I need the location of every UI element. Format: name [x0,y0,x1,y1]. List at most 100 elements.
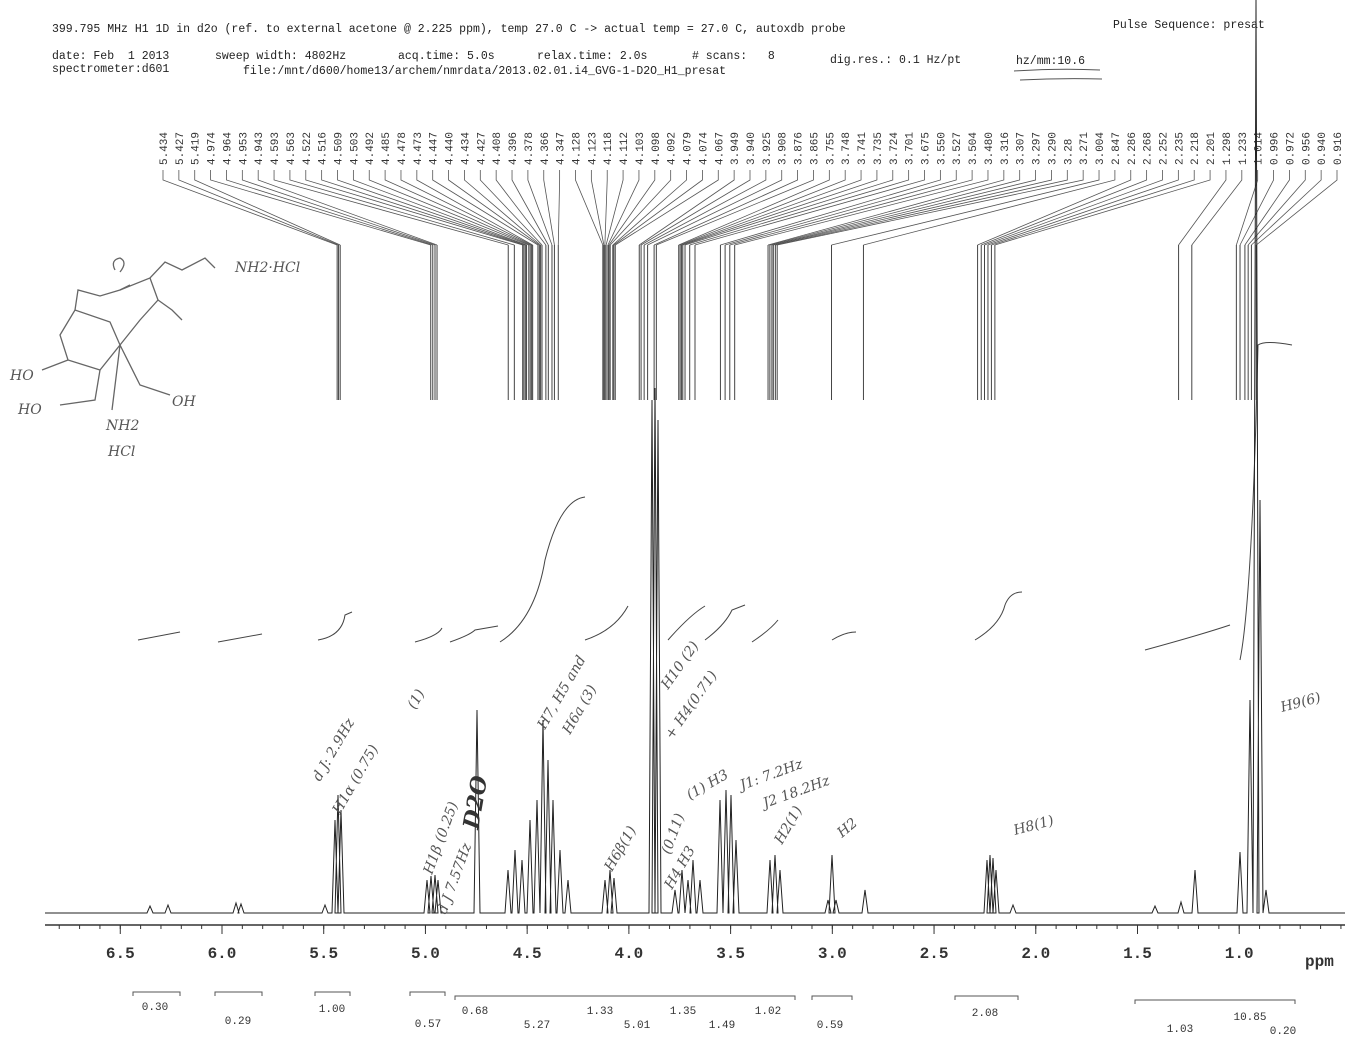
peak-label: 2.218 [1190,132,1202,165]
peak-label: 0.916 [1333,132,1345,165]
peak-label: 5.427 [175,132,187,165]
peak-label: 4.974 [207,132,219,165]
integral-label: 0.20 [1270,1026,1296,1038]
x-tick-label: 5.5 [309,945,338,963]
peak-label: 3.741 [857,132,869,165]
integral-label: 1.00 [319,1004,345,1016]
integral-label: 1.02 [755,1006,781,1018]
x-tick-label: 1.0 [1225,945,1254,963]
integral-label: 2.08 [972,1008,998,1020]
peak-label: 2.268 [1143,132,1155,165]
peak-label: 0.940 [1317,132,1329,165]
peak-label: 4.503 [349,132,361,165]
peak-label: 2.235 [1174,132,1186,165]
integral-label: 0.57 [415,1019,441,1031]
peak-label: 4.516 [318,132,330,165]
structure-label: HCl [107,444,135,460]
structure-label: HO [17,402,42,418]
header-line: 399.795 MHz H1 1D in d2o (ref. to extern… [52,23,846,36]
peak-label: 0.956 [1301,132,1313,165]
peak-label: 4.123 [587,132,599,165]
peak-label: 0.972 [1285,132,1297,165]
structure-label: NH2 [105,418,139,434]
peak-label: 3.755 [825,132,837,165]
spectrometer: spectrometer:d601 [52,63,169,76]
peak-label: 4.485 [381,132,393,165]
x-tick-label: 2.5 [920,945,949,963]
peak-label: 3.865 [809,132,821,165]
peak-label: 3.675 [921,132,933,165]
peak-label: 4.067 [714,132,726,165]
spectrum-page: 399.795 MHz H1 1D in d2o (ref. to extern… [0,0,1348,1038]
peak-label: 4.563 [286,132,298,165]
peak-label: 4.447 [429,132,441,165]
peak-label: 4.492 [365,132,377,165]
peak-label: 3.735 [873,132,885,165]
peak-label: 2.847 [1111,132,1123,165]
integral-label: 1.35 [670,1006,696,1018]
sweep-width: sweep width: 4802Hz [215,50,346,63]
peak-label: 3.701 [905,132,917,165]
peak-label: 3.925 [762,132,774,165]
peak-label: 4.396 [508,132,520,165]
peak-label: 3.876 [794,132,806,165]
x-tick-label: 3.0 [818,945,847,963]
file: file:/mnt/d600/home13/archem/nmrdata/201… [243,65,726,78]
integral-label: 0.30 [142,1002,168,1014]
peak-label: 0.996 [1270,132,1282,165]
peak-label: 4.427 [476,132,488,165]
peak-label: 2.201 [1206,132,1218,165]
scans: # scans: 8 [692,50,775,63]
peak-label: 3.480 [984,132,996,165]
peak-label: 4.478 [397,132,409,165]
peak-label: 1.298 [1222,132,1234,165]
peak-label: 4.128 [571,132,583,165]
peak-label: 4.347 [556,132,568,165]
peak-label: 4.509 [334,132,346,165]
peak-label: 4.098 [651,132,663,165]
peak-label: 4.943 [254,132,266,165]
x-tick-label: 2.0 [1021,945,1050,963]
hz-mm: hz/mm:10.6 [1016,55,1085,68]
peak-label: 4.434 [460,132,472,165]
structure-label: HO [9,368,34,384]
x-tick-label: 6.5 [106,945,135,963]
peak-label: 3.504 [968,132,980,165]
integral-label: 0.68 [462,1006,488,1018]
peak-label: 4.103 [635,132,647,165]
integral-label: 5.27 [524,1020,550,1032]
x-tick-label: 1.5 [1123,945,1152,963]
integral-label: 1.49 [709,1020,735,1032]
x-tick-label: 4.5 [513,945,542,963]
peak-label: 3.271 [1079,132,1091,165]
x-tick-label: 4.0 [614,945,643,963]
x-tick-label: 6.0 [208,945,237,963]
peak-label: 3.316 [1000,132,1012,165]
x-tick-label: 5.0 [411,945,440,963]
peak-label: 4.953 [238,132,250,165]
peak-label: 4.473 [413,132,425,165]
integral-label: 1.03 [1167,1024,1193,1036]
dig-res: dig.res.: 0.1 Hz/pt [830,54,961,67]
peak-label: 3.949 [730,132,742,165]
peak-label: 4.408 [492,132,504,165]
peak-label: 4.440 [445,132,457,165]
peak-label: 3.307 [1016,132,1028,165]
peak-label: 5.434 [159,132,171,165]
integral-label: 10.85 [1233,1012,1266,1024]
peak-label: 3.908 [778,132,790,165]
peak-label: 2.252 [1158,132,1170,165]
acq-time: acq.time: 5.0s [398,50,495,63]
integral-label: 0.29 [225,1016,251,1028]
peak-label: 3.527 [952,132,964,165]
peak-label: 4.074 [698,132,710,165]
pulse-sequence: Pulse Sequence: presat [1113,19,1265,32]
peak-label: 2.286 [1127,132,1139,165]
peak-label: 4.092 [667,132,679,165]
x-tick-label: 3.5 [716,945,745,963]
peak-label: 4.118 [603,132,615,165]
peak-label: 4.079 [683,132,695,165]
date: date: Feb 1 2013 [52,50,169,63]
peak-label: 1.233 [1238,132,1250,165]
peak-label: 4.366 [540,132,552,165]
